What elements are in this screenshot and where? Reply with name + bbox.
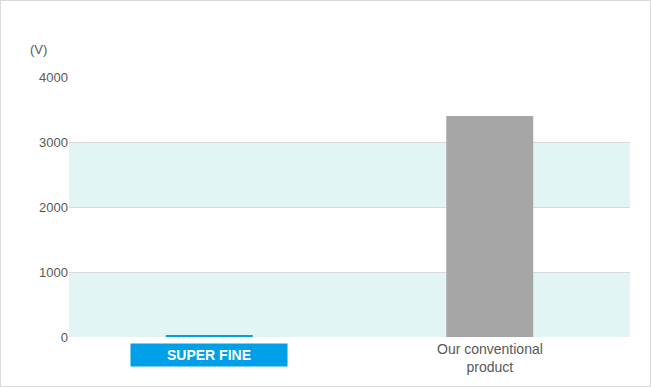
svg-text:3000: 3000 (39, 135, 68, 150)
svg-text:0: 0 (61, 330, 68, 345)
svg-text:SUPER FINE: SUPER FINE (167, 347, 251, 363)
svg-text:2000: 2000 (39, 200, 68, 215)
svg-text:Our conventionalproduct: Our conventionalproduct (437, 341, 543, 375)
svg-text:(V): (V) (30, 42, 47, 57)
svg-text:1000: 1000 (39, 265, 68, 280)
svg-text:4000: 4000 (39, 70, 68, 85)
